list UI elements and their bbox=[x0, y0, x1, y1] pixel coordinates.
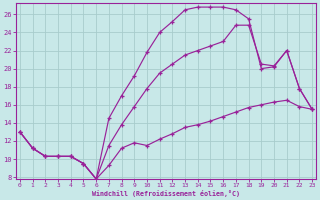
X-axis label: Windchill (Refroidissement éolien,°C): Windchill (Refroidissement éolien,°C) bbox=[92, 190, 240, 197]
